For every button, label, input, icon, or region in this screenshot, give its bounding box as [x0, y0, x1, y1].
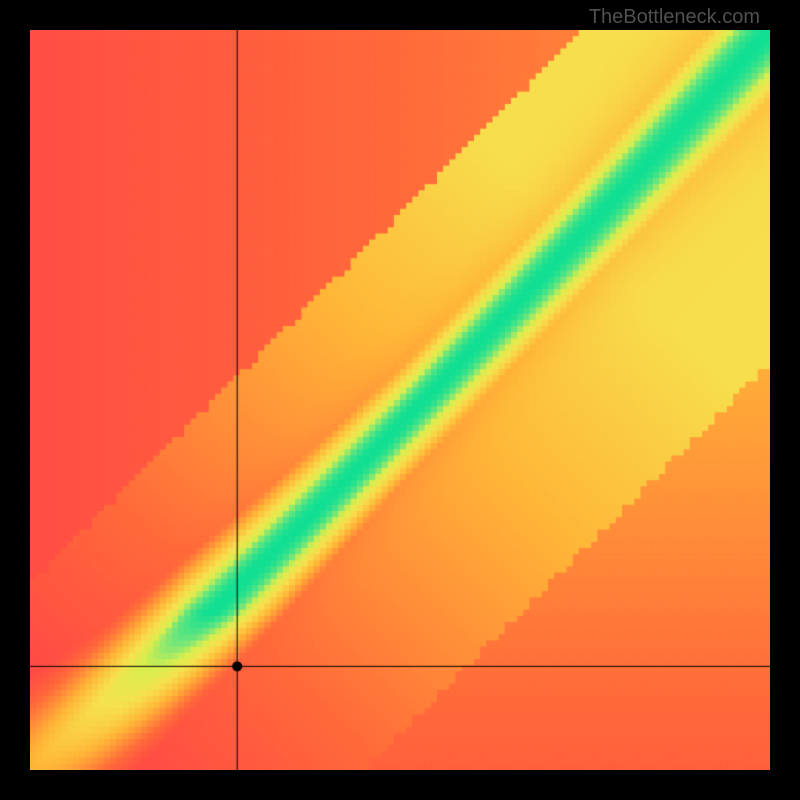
watermark-text: TheBottleneck.com [589, 6, 760, 29]
heatmap-plot [30, 30, 770, 770]
heatmap-canvas [30, 30, 770, 770]
